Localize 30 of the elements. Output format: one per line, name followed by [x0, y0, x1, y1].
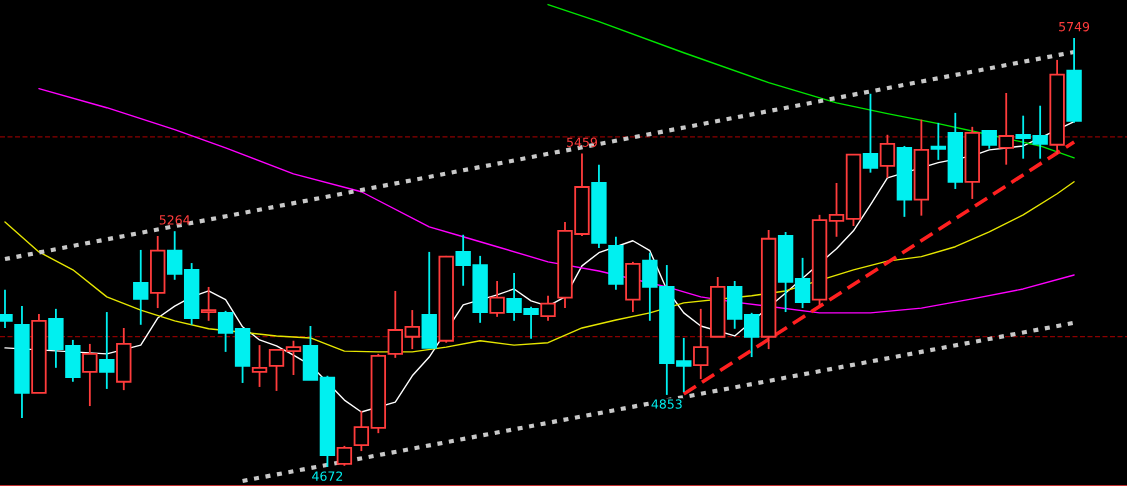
candlestick: [404, 309, 420, 350]
candlestick: [183, 262, 200, 326]
candlestick: [353, 409, 370, 452]
candlestick: [302, 325, 319, 381]
candlestick: [116, 327, 132, 392]
candlestick: [693, 307, 709, 380]
candlestick: [421, 250, 437, 349]
candlestick: [14, 305, 30, 419]
candlestick: [1049, 59, 1065, 155]
candlestick: [727, 280, 743, 330]
annotation: 4672: [312, 471, 343, 481]
candlestick: [150, 235, 166, 309]
candlestick: [710, 276, 726, 338]
annotation: 5264: [159, 215, 190, 225]
candlestick: [200, 286, 217, 322]
candlestick: [608, 235, 624, 291]
candlestick: [913, 118, 930, 217]
candlestick: [947, 111, 963, 190]
candlestick: [998, 92, 1014, 166]
candlestick: [166, 230, 183, 281]
annotation: 5459: [567, 137, 597, 147]
candlestick: [760, 229, 777, 350]
candlestick: [964, 125, 980, 200]
candlestick: [930, 121, 947, 161]
candlestick: [99, 311, 115, 390]
annotation: 4853: [651, 399, 682, 409]
candlestick: [133, 249, 149, 326]
annotation: 5749: [1059, 21, 1090, 32]
candlestick: [31, 313, 47, 394]
candlestick: [82, 343, 98, 407]
